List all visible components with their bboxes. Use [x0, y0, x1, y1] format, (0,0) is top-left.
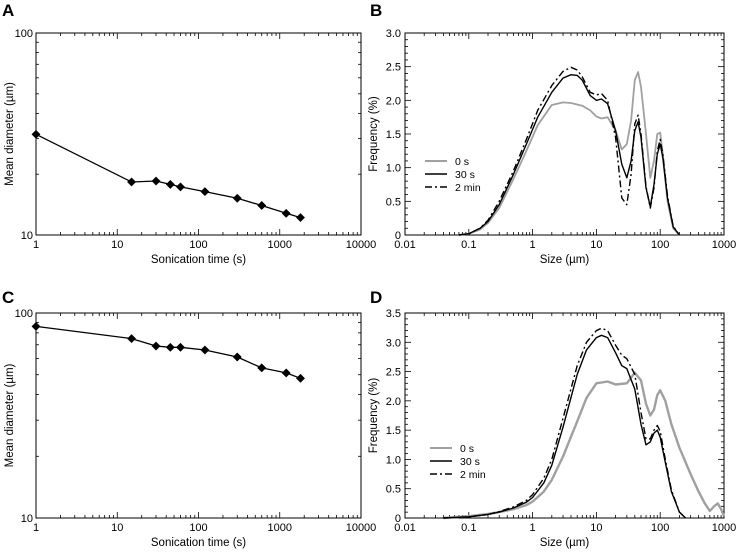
- data-point: [295, 213, 306, 223]
- x-tick-label: 1000: [268, 522, 292, 534]
- series-line-0-s: [458, 71, 681, 236]
- data-point: [31, 321, 41, 331]
- y-axis-label: Mean diameter (µm): [4, 363, 16, 467]
- x-tick-label: 1: [530, 522, 536, 534]
- panel-b: B 0.01 0.1 1 10 100 1000 0 0.5 1.0 1.5 2.0 2.5 3.0 Si…: [368, 1, 736, 266]
- y-tick-label: 3.0: [386, 337, 401, 349]
- x-axis-label: Size (µm): [540, 537, 590, 549]
- data-point: [175, 342, 186, 352]
- panel-d: D 0.01 0.1 1 10 100 1000 0 0.5 1.0 1.5 2.0 2.5 3.0 3.…: [368, 288, 736, 549]
- panel-label-c: C: [2, 288, 14, 307]
- plot-frame: [35, 312, 362, 519]
- y-axis-label: Mean diameter (µm): [4, 82, 16, 186]
- y-tick-label: 2.0: [386, 95, 401, 107]
- y-axis-label: Frequency (%): [368, 96, 380, 172]
- data-point: [127, 177, 137, 187]
- y-tick-label: 3.5: [386, 308, 401, 320]
- data-point: [31, 129, 41, 139]
- data-point: [295, 373, 306, 383]
- legend-entry: 0 s: [455, 156, 469, 168]
- x-tick-label: 1000: [268, 239, 292, 251]
- data-point: [232, 193, 242, 203]
- series-line-30-s: [443, 334, 687, 519]
- data-point: [165, 342, 175, 352]
- plot-frame: [35, 32, 362, 236]
- x-tick-label: 0.01: [394, 239, 415, 251]
- y-tick-label: 0.5: [386, 196, 401, 208]
- x-tick-label: 1000: [712, 239, 736, 251]
- panel-label-a: A: [2, 1, 14, 20]
- x-tick-label: 10: [590, 522, 602, 534]
- data-point: [257, 200, 267, 211]
- y-tick-label: 1.0: [386, 163, 401, 175]
- series-line-0: [35, 133, 301, 219]
- series-line-2-min: [443, 327, 687, 519]
- y-tick-label: 3.0: [386, 28, 401, 40]
- data-point: [200, 345, 210, 355]
- legend-entry: 2 min: [460, 469, 486, 481]
- x-tick-label: 10: [111, 522, 123, 534]
- x-tick-label: 10000: [346, 239, 377, 251]
- x-tick-label: 10000: [346, 522, 377, 534]
- series-line-0: [35, 325, 301, 379]
- x-axis-label: Size (µm): [540, 254, 590, 266]
- legend-entry: 2 min: [455, 182, 481, 194]
- y-tick-label: 100: [15, 28, 33, 40]
- x-tick-label: 1: [530, 239, 536, 251]
- y-tick-label: 1.5: [386, 425, 401, 437]
- x-tick-label: 10: [111, 239, 123, 251]
- y-tick-label: 0: [395, 230, 401, 242]
- x-tick-label: 100: [651, 239, 669, 251]
- data-point: [151, 176, 161, 186]
- data-point: [281, 208, 291, 218]
- x-tick-label: 0.01: [394, 522, 415, 534]
- x-axis-label: Sonication time (s): [151, 537, 246, 549]
- data-point: [281, 368, 291, 378]
- y-tick-label: 2.5: [386, 62, 401, 74]
- y-tick-label: 0: [395, 513, 401, 525]
- y-tick-label: 100: [15, 308, 33, 320]
- data-point: [232, 352, 242, 362]
- x-tick-label: 10: [590, 239, 602, 251]
- x-tick-label: 100: [189, 239, 207, 251]
- plot-frame: [404, 32, 725, 236]
- x-tick-label: 100: [189, 522, 207, 534]
- y-tick-label: 10: [21, 230, 33, 242]
- legend-entry: 30 s: [455, 169, 475, 181]
- legend-entry: 0 s: [460, 443, 474, 455]
- series-line-0-s: [443, 371, 726, 520]
- y-tick-label: 0.5: [386, 484, 401, 496]
- data-point: [151, 341, 161, 351]
- x-tick-label: 0.1: [461, 522, 476, 534]
- panel-label-b: B: [370, 1, 382, 20]
- y-tick-label: 2.5: [386, 367, 401, 379]
- y-tick-label: 10: [21, 513, 33, 525]
- x-tick-label: 1000: [712, 522, 736, 534]
- data-point: [257, 363, 267, 373]
- legend-entry: 30 s: [460, 456, 480, 468]
- x-tick-label: 100: [651, 522, 669, 534]
- y-tick-label: 2.0: [386, 396, 401, 408]
- y-axis-label: Frequency (%): [368, 378, 380, 454]
- panel-label-d: D: [370, 288, 382, 307]
- data-point: [200, 187, 210, 197]
- x-tick-label: 1: [33, 239, 39, 251]
- series-line-2-min: [458, 66, 680, 236]
- series-line-30-s: [458, 73, 680, 236]
- data-point: [175, 182, 186, 192]
- y-tick-label: 1.0: [386, 454, 401, 466]
- data-point: [165, 179, 175, 189]
- x-axis-label: Sonication time (s): [151, 254, 246, 266]
- x-tick-label: 1: [33, 522, 39, 534]
- y-tick-label: 1.5: [386, 129, 401, 141]
- x-tick-label: 0.1: [461, 239, 476, 251]
- data-point: [127, 334, 137, 344]
- plot-frame: [404, 312, 725, 519]
